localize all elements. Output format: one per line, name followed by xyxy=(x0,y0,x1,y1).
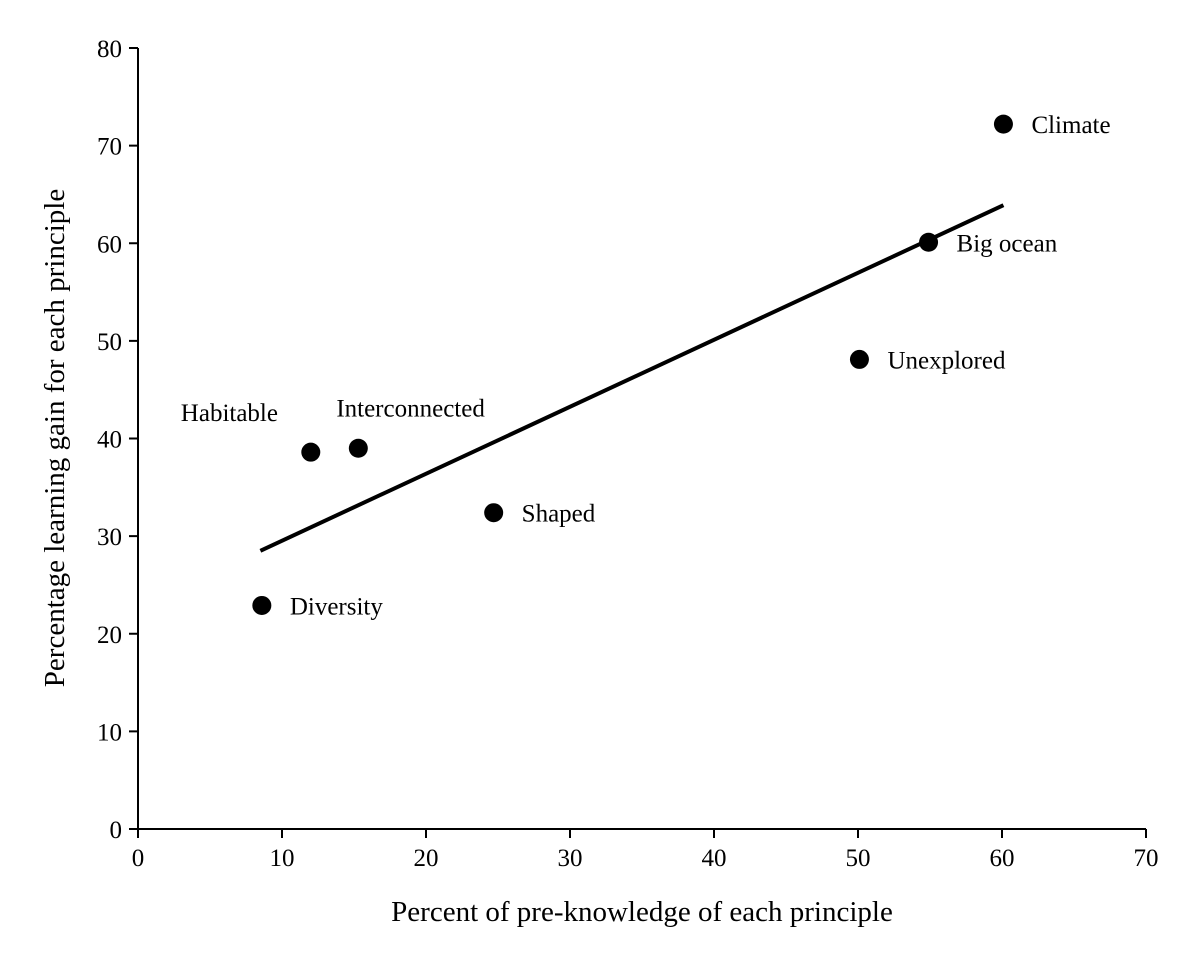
x-tick-label: 40 xyxy=(702,845,727,872)
data-point xyxy=(993,114,1013,134)
y-axis-title: Percentage learning gain for each princi… xyxy=(39,189,71,687)
y-tick-label: 80 xyxy=(97,36,122,63)
y-tick-label: 0 xyxy=(110,817,123,844)
y-tick-label: 50 xyxy=(97,329,122,356)
trendline xyxy=(259,203,1005,553)
point-label: Diversity xyxy=(290,593,384,620)
data-point xyxy=(484,503,504,523)
points-group: Climate Big ocean Unexplored Habitable Inter… xyxy=(181,112,1111,620)
y-tick-label: 60 xyxy=(97,231,122,258)
y-tick-label: 70 xyxy=(97,134,122,161)
point-label: Habitable xyxy=(181,400,278,427)
point-label: Interconnected xyxy=(336,395,485,422)
data-point xyxy=(301,442,321,462)
data-point xyxy=(252,595,272,615)
x-axis-title: Percent of pre-knowledge of each princip… xyxy=(391,896,893,928)
x-tick-label: 30 xyxy=(558,845,583,872)
trendline-group xyxy=(259,203,1005,553)
x-tick-label: 70 xyxy=(1134,845,1159,872)
point-label: Shaped xyxy=(522,501,596,528)
data-point xyxy=(919,232,939,252)
x-tick-label: 50 xyxy=(846,845,871,872)
point-label: Unexplored xyxy=(887,347,1006,374)
data-point xyxy=(849,349,869,369)
point-label: Climate xyxy=(1031,112,1110,139)
x-tick-label: 0 xyxy=(132,845,145,872)
x-tick-label: 60 xyxy=(990,845,1015,872)
axes: 0 10 20 30 40 50 60 70 0 10 20 30 40 50 60 70 80 xyxy=(97,36,1159,872)
x-tick-label: 20 xyxy=(414,845,439,872)
y-tick-label: 20 xyxy=(97,622,122,649)
y-tick-label: 10 xyxy=(97,719,122,746)
point-label: Big ocean xyxy=(957,230,1058,257)
y-tick-label: 40 xyxy=(97,427,122,454)
data-point xyxy=(348,438,368,458)
x-tick-label: 10 xyxy=(270,845,295,872)
y-tick-label: 30 xyxy=(97,524,122,551)
